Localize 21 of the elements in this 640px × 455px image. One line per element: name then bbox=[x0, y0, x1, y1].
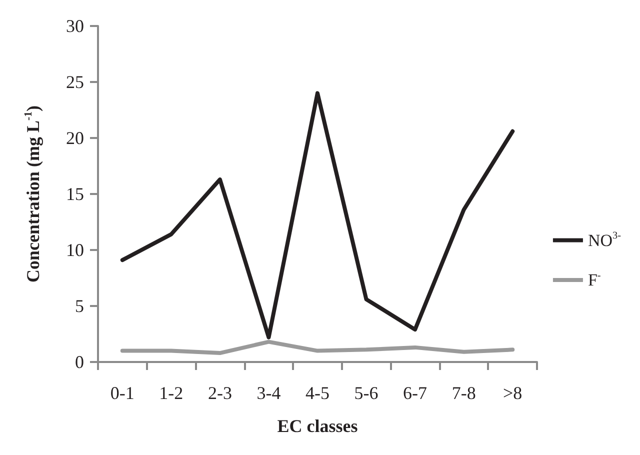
y-tick-label: 5 bbox=[75, 296, 84, 316]
y-tick-label: 20 bbox=[66, 128, 84, 148]
x-axis-title: EC classes bbox=[277, 416, 358, 436]
y-axis-title: Concentration (mg L-1) bbox=[22, 106, 43, 282]
legend-label: F- bbox=[588, 270, 602, 290]
x-tick-label: 2-3 bbox=[208, 383, 232, 403]
x-tick-label: 5-6 bbox=[354, 383, 378, 403]
line-series bbox=[120, 91, 515, 340]
y-tick-label: 30 bbox=[66, 16, 84, 36]
x-tick-label: 6-7 bbox=[403, 383, 428, 403]
x-tick-label: 4-5 bbox=[306, 383, 330, 403]
x-tick-label: 1-2 bbox=[159, 383, 184, 403]
y-tick-label: 25 bbox=[66, 72, 84, 92]
y-tick-label: 10 bbox=[66, 240, 84, 260]
y-tick-label: 15 bbox=[66, 184, 84, 204]
y-tick-label: 0 bbox=[75, 352, 84, 372]
x-tick-label: >8 bbox=[503, 383, 522, 403]
line-series bbox=[120, 340, 515, 356]
x-tick-label: 3-4 bbox=[256, 383, 281, 403]
x-tick-label: 7-8 bbox=[452, 383, 476, 403]
x-tick-label: 0-1 bbox=[110, 383, 134, 403]
